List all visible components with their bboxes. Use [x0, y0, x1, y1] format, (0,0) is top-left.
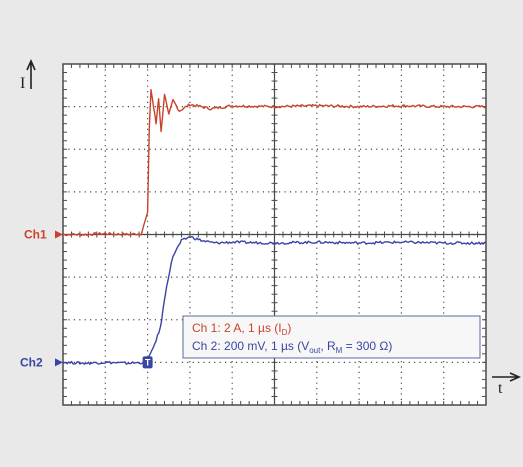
legend-ch1: Ch 1: 2 A, 1 µs (ID) — [192, 321, 291, 337]
legend-box — [182, 315, 481, 359]
ch2-marker-arrow — [55, 358, 63, 367]
trigger-box — [142, 356, 153, 369]
legend-ch2-sub1: out — [309, 346, 321, 355]
legend: Ch 1: 2 A, 1 µs (ID) Ch 2: 200 mV, 1 µs … — [182, 315, 481, 359]
ch2-marker: Ch2 — [20, 355, 43, 369]
y-axis-arrow — [26, 59, 36, 89]
y-axis-label: I — [20, 75, 25, 92]
traces — [62, 89, 487, 365]
ch1-marker: Ch1 — [24, 228, 47, 242]
legend-ch2: Ch 2: 200 mV, 1 µs (Vout, RM = 300 Ω) — [192, 339, 392, 355]
legend-ch1-end: ) — [287, 321, 291, 335]
legend-ch2-end: = 300 Ω) — [342, 339, 392, 353]
ch1-marker-arrow — [55, 230, 63, 239]
legend-ch2-mid: , R — [320, 339, 336, 353]
trigger-marker: T — [142, 356, 153, 369]
legend-ch2-text: Ch 2: 200 mV, 1 µs (V — [192, 339, 309, 353]
x-axis-label: t — [498, 380, 503, 397]
trigger-label: T — [145, 357, 151, 367]
trace-ch1 — [62, 89, 487, 237]
legend-ch1-text: Ch 1: 2 A, 1 µs (I — [192, 321, 282, 335]
trace-ch2 — [62, 236, 487, 365]
legend-ch1-sub: D — [282, 328, 288, 337]
legend-ch2-sub2: M — [336, 346, 343, 355]
x-axis-arrow — [492, 372, 521, 382]
